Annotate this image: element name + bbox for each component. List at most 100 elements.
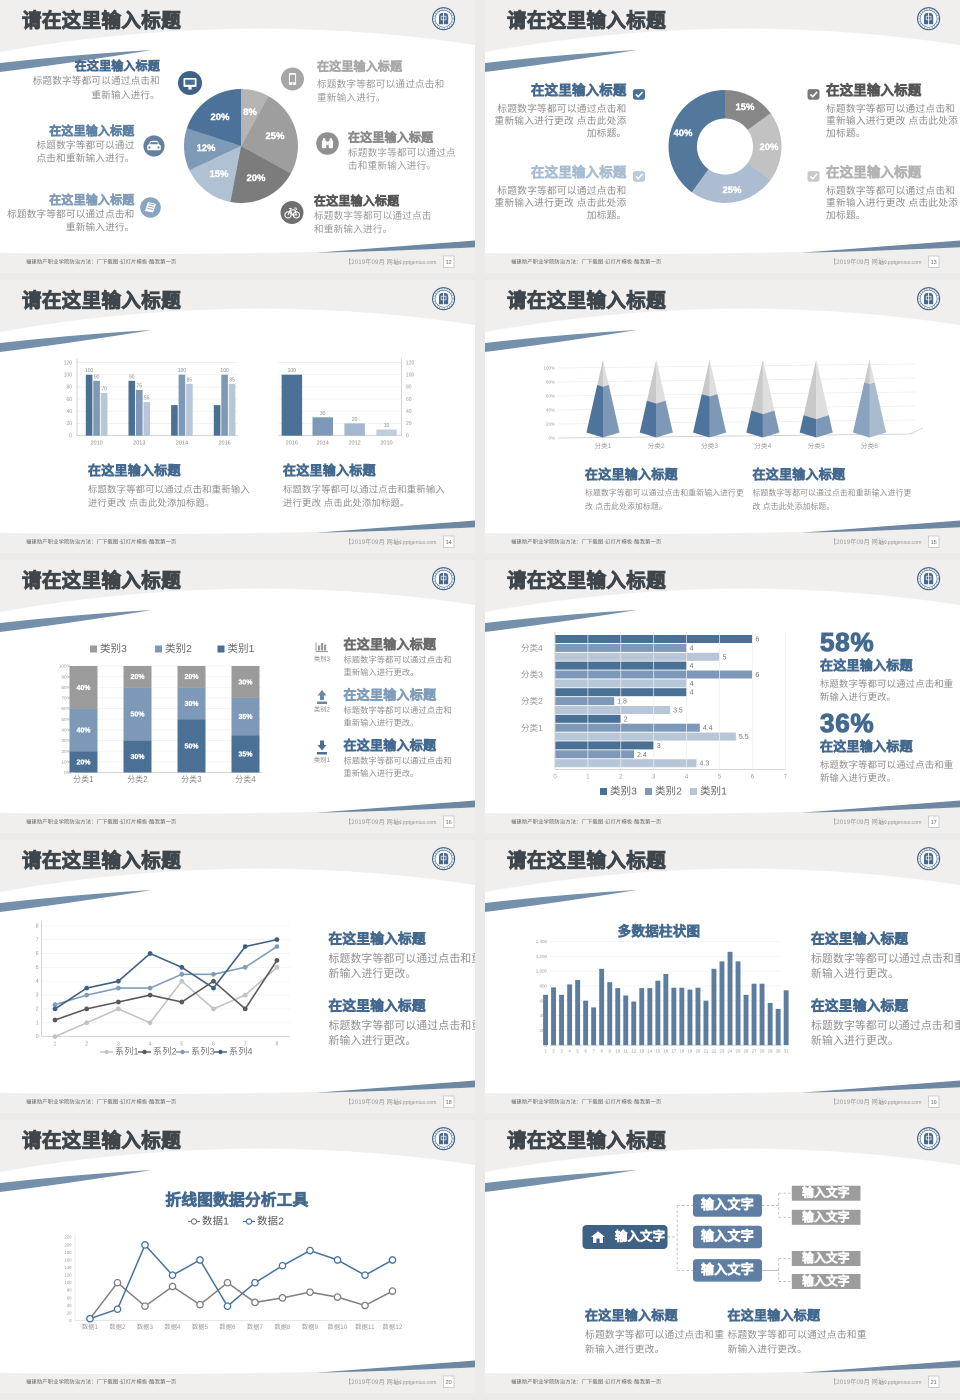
- svg-text:85: 85: [229, 377, 235, 383]
- svg-text:输入文字: 输入文字: [802, 1210, 850, 1224]
- svg-text:分类6: 分类6: [861, 441, 878, 450]
- svg-text:类别3: 类别3: [314, 655, 331, 663]
- svg-text:36%: 36%: [820, 708, 874, 738]
- svg-text:在这里输入标题: 在这里输入标题: [329, 931, 426, 947]
- svg-text:4: 4: [690, 681, 694, 688]
- svg-text:标题数字等都可以通过: 标题数字等都可以通过: [37, 140, 135, 152]
- svg-text:120: 120: [64, 360, 73, 366]
- svg-text:【2019年09月 网址：: 【2019年09月 网址：: [830, 538, 890, 546]
- svg-text:分类5: 分类5: [808, 441, 825, 450]
- svg-text:140: 140: [64, 1265, 72, 1270]
- svg-text:数据7: 数据7: [247, 1323, 264, 1331]
- svg-text:标题数字等都可以通过点击和: 标题数字等都可以通过点击和: [826, 102, 955, 115]
- svg-text:ww.pptgenius.com: ww.pptgenius.com: [393, 820, 437, 826]
- svg-text:类别3: 类别3: [100, 642, 127, 655]
- svg-text:新输入进行更改。: 新输入进行更改。: [811, 967, 899, 980]
- svg-text:160: 160: [64, 1257, 72, 1262]
- svg-text:类别3: 类别3: [610, 785, 637, 798]
- svg-text:标题数字等都可以通过点击和重: 标题数字等都可以通过点击和重: [811, 952, 960, 965]
- svg-text:输入文字: 输入文字: [701, 1229, 754, 1244]
- svg-text:1.8: 1.8: [617, 699, 627, 706]
- svg-text:31: 31: [784, 1049, 789, 1054]
- svg-text:标题数字等都可以通过点击和: 标题数字等都可以通过点击和: [7, 209, 134, 221]
- svg-text:类别1: 类别1: [228, 642, 255, 655]
- svg-text:在这里输入标题: 在这里输入标题: [811, 931, 908, 947]
- svg-text:重新输入进行。: 重新输入进行。: [317, 92, 386, 104]
- svg-text:0: 0: [69, 433, 72, 439]
- svg-text:输入文字: 输入文字: [701, 1262, 754, 1277]
- svg-text:【2019年09月 网址：: 【2019年09月 网址：: [830, 258, 890, 266]
- svg-text:ww.pptgenius.com: ww.pptgenius.com: [878, 1380, 922, 1386]
- svg-text:100: 100: [220, 368, 229, 374]
- svg-text:1: 1: [54, 1042, 57, 1048]
- svg-text:【2019年09月 网址：: 【2019年09月 网址：: [345, 538, 405, 546]
- svg-text:系列4: 系列4: [229, 1046, 253, 1057]
- svg-text:4: 4: [568, 1049, 571, 1054]
- svg-text:40%: 40%: [76, 727, 91, 734]
- svg-text:6: 6: [212, 1042, 215, 1048]
- svg-text:【2019年09月 网址：: 【2019年09月 网址：: [345, 258, 405, 266]
- svg-text:20: 20: [446, 1380, 452, 1386]
- svg-text:14: 14: [647, 1049, 652, 1054]
- svg-text:40%: 40%: [546, 408, 555, 413]
- svg-text:13: 13: [639, 1049, 644, 1054]
- svg-text:28: 28: [760, 1049, 765, 1054]
- svg-text:80%: 80%: [546, 380, 555, 385]
- svg-text:【2019年09月 网址：: 【2019年09月 网址：: [830, 1378, 890, 1386]
- svg-text:8: 8: [36, 923, 39, 929]
- svg-text:在这里输入标题: 在这里输入标题: [820, 739, 914, 754]
- svg-text:20: 20: [67, 1310, 72, 1315]
- svg-text:标题数字等都可以通过点击和: 标题数字等都可以通过点击和: [497, 184, 626, 197]
- svg-text:3: 3: [652, 775, 656, 781]
- svg-text:100: 100: [178, 368, 187, 374]
- svg-text:在这里输入标题: 在这里输入标题: [820, 658, 914, 673]
- svg-text:数据3: 数据3: [137, 1323, 154, 1331]
- svg-text:标题数字等都可以通过点击和: 标题数字等都可以通过点击和: [344, 705, 452, 715]
- svg-text:数据10: 数据10: [328, 1323, 348, 1331]
- svg-text:19: 19: [931, 1100, 937, 1106]
- svg-text:40: 40: [66, 409, 72, 415]
- svg-text:新输入进行更改。: 新输入进行更改。: [329, 967, 417, 980]
- svg-text:200: 200: [64, 1242, 72, 1247]
- svg-text:35%: 35%: [238, 751, 253, 758]
- svg-text:20%: 20%: [61, 749, 71, 755]
- svg-text:标题数字等都可以通过点击和重: 标题数字等都可以通过点击和重: [728, 1328, 867, 1341]
- svg-text:数据2: 数据2: [109, 1323, 126, 1331]
- svg-text:2: 2: [552, 1049, 555, 1054]
- svg-text:120: 120: [406, 360, 415, 366]
- svg-text:ww.pptgenius.com: ww.pptgenius.com: [878, 820, 922, 826]
- svg-text:75: 75: [137, 383, 143, 389]
- svg-text:0%: 0%: [64, 770, 72, 776]
- svg-text:8: 8: [276, 1042, 279, 1048]
- svg-text:30%: 30%: [184, 701, 199, 708]
- svg-text:分类1: 分类1: [73, 774, 93, 784]
- svg-text:标题数字等都可以通过点击和重新输入进行更: 标题数字等都可以通过点击和重新输入进行更: [753, 488, 912, 498]
- svg-text:标题数字等都可以通过点: 标题数字等都可以通过点: [348, 147, 456, 159]
- svg-text:3: 3: [560, 1049, 563, 1054]
- svg-text:220: 220: [64, 1235, 72, 1240]
- svg-text:输入文字: 输入文字: [802, 1251, 850, 1265]
- svg-text:请在这里输入标题: 请在这里输入标题: [507, 9, 666, 32]
- svg-text:标题数字等都可以通过点击和重新输入: 标题数字等都可以通过点击和重新输入: [88, 484, 250, 495]
- svg-text:【2019年09月 网址：: 【2019年09月 网址：: [830, 818, 890, 826]
- svg-text:8: 8: [601, 1049, 604, 1054]
- svg-text:24: 24: [728, 1049, 733, 1054]
- svg-text:40%: 40%: [61, 728, 71, 734]
- svg-text:5: 5: [180, 1042, 183, 1048]
- svg-text:6: 6: [751, 775, 755, 781]
- svg-text:分类1: 分类1: [521, 723, 543, 733]
- svg-text:50%: 50%: [184, 743, 199, 750]
- svg-text:58%: 58%: [820, 627, 874, 657]
- svg-text:1,000: 1,000: [536, 969, 548, 974]
- svg-text:20%: 20%: [210, 112, 230, 123]
- svg-text:20%: 20%: [246, 173, 266, 184]
- svg-text:20: 20: [696, 1049, 701, 1054]
- svg-text:重新输入进行更改。: 重新输入进行更改。: [344, 768, 419, 778]
- svg-text:80: 80: [67, 1288, 72, 1293]
- svg-text:请在这里输入标题: 请在这里输入标题: [507, 289, 666, 312]
- svg-text:数据5: 数据5: [192, 1323, 209, 1331]
- svg-text:在这里输入标题: 在这里输入标题: [283, 463, 377, 478]
- svg-text:5: 5: [723, 654, 727, 661]
- svg-text:70%: 70%: [61, 696, 71, 702]
- svg-text:ww.pptgenius.com: ww.pptgenius.com: [393, 1380, 437, 1386]
